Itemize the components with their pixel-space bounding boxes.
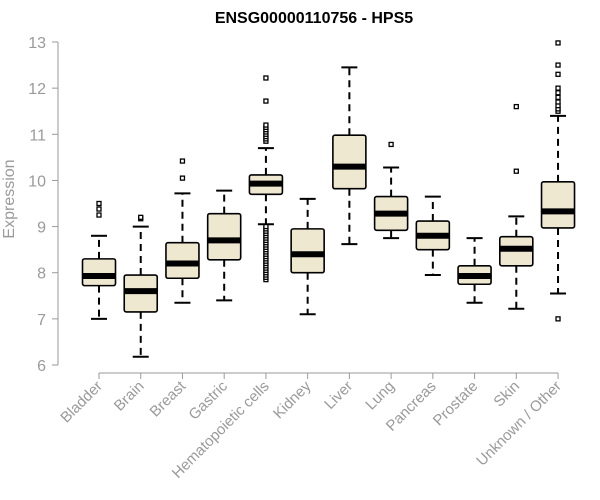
outlier-point: [555, 94, 561, 101]
box-group: [123, 214, 159, 358]
box-group: [248, 75, 284, 283]
outlier-point: [555, 85, 561, 91]
box: [540, 181, 576, 229]
x-tick-label: Liver: [321, 378, 356, 413]
chart-title: ENSG00000110756 - HPS5: [215, 10, 413, 27]
outlier-point: [263, 98, 269, 104]
box-group: [165, 158, 200, 304]
outlier-point: [138, 214, 144, 220]
x-tick-label: Bladder: [57, 378, 106, 427]
y-ticks: 6 7 8 9 10 11 12 13: [28, 35, 58, 375]
x-tick-label: Lung: [362, 378, 398, 414]
box-group: [290, 197, 325, 316]
y-tick-label: 12: [28, 81, 46, 98]
outlier-point: [513, 168, 519, 174]
box-group: [206, 189, 242, 302]
x-tick-label: Prostate: [430, 378, 482, 430]
boxes: [81, 40, 576, 358]
y-tick-label: 7: [37, 312, 46, 329]
y-tick-label: 8: [37, 266, 46, 283]
box: [332, 134, 367, 190]
outlier-point: [263, 223, 269, 230]
y-axis-label: Expression: [1, 159, 18, 238]
outlier-point: [555, 71, 561, 77]
y-tick-label: 9: [37, 220, 46, 237]
box-group: [415, 195, 451, 277]
box-group: [457, 237, 492, 304]
outlier-point: [263, 75, 269, 81]
outlier-point: [263, 122, 269, 128]
outlier-point: [96, 200, 102, 207]
y-tick-label: 6: [37, 358, 46, 375]
outlier-point: [555, 99, 561, 105]
box: [81, 258, 117, 287]
outlier-point: [179, 158, 186, 164]
x-tick-label: Skin: [490, 378, 523, 411]
y-tick-label: 11: [29, 127, 46, 144]
outlier-point: [388, 141, 394, 148]
outlier-point: [555, 62, 561, 68]
outlier-point: [96, 212, 102, 218]
box: [206, 212, 242, 261]
y-tick-label: 13: [28, 35, 46, 52]
outlier-point: [555, 90, 561, 96]
box: [290, 228, 325, 274]
x-tick-label: Kidney: [270, 377, 315, 422]
outlier-point: [96, 206, 102, 212]
box-group: [332, 66, 367, 246]
outlier-point: [555, 316, 561, 322]
x-tick-label: Breast: [147, 377, 190, 420]
box-group: [498, 103, 534, 310]
outlier-point: [513, 103, 519, 110]
y-tick-label: 10: [28, 173, 46, 190]
box-group: [540, 40, 576, 322]
outlier-point: [179, 175, 186, 181]
x-tick-label: Brain: [111, 378, 148, 415]
box-group: [373, 141, 409, 240]
outlier-point: [555, 40, 561, 46]
box-group: [81, 200, 117, 320]
